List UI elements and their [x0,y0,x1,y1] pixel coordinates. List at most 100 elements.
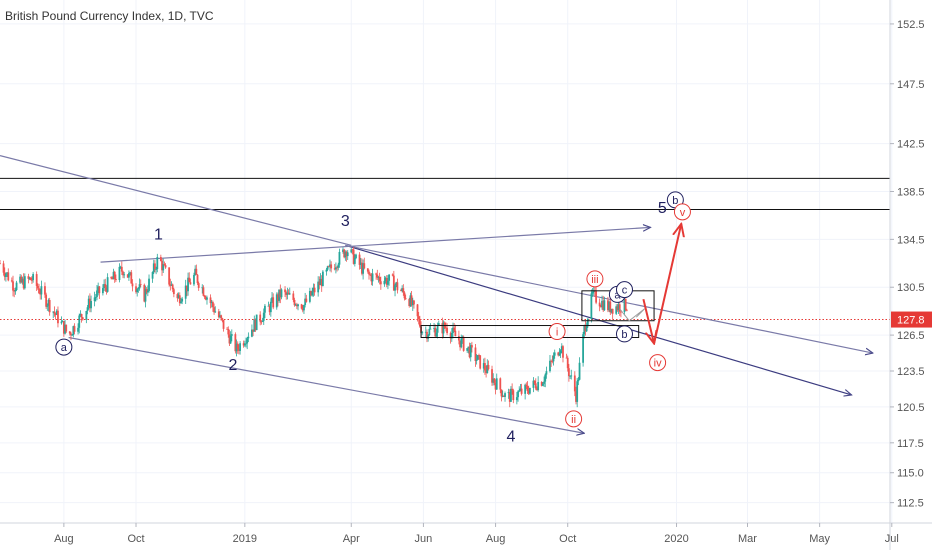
candle-body [81,317,84,320]
candle-body [80,314,83,318]
candle-body [320,278,323,287]
candle-body [60,321,63,324]
candle-body [19,276,22,283]
candle-body [288,293,291,295]
candle-body [122,271,124,276]
red-label-ring [649,354,667,372]
candle-body [68,331,71,334]
forecast-path[interactable] [619,308,645,322]
trendline[interactable] [100,227,651,263]
candle-body [39,293,42,295]
wave-label-4: 4 [506,429,515,446]
candle-body [450,333,453,339]
candle-body [300,304,303,309]
candle-body [217,311,220,318]
candle-body [625,309,628,311]
projection-down-arrow[interactable] [642,298,654,343]
candle-body [467,346,470,349]
candle-body [177,295,180,299]
candle-body [213,307,215,313]
candle-body [220,315,223,319]
candle-body [570,375,573,377]
candle-body [101,288,104,294]
candle-body [333,268,336,270]
candle-body [468,346,471,358]
x-tick-label: Mar [738,533,757,545]
candle-body [549,360,551,372]
candle-body [433,328,435,329]
candle-body [502,396,505,397]
candle-body [294,304,297,306]
candle-body [603,300,606,311]
wave-label-2: 2 [229,357,238,374]
last-price-badge [891,311,932,328]
projection-paths[interactable] [619,224,682,344]
candle-body [384,277,387,281]
candle-body [326,266,329,270]
candle-body [155,269,158,270]
candle-body [62,321,65,334]
candle-body [577,379,580,382]
candle-body [40,286,43,295]
candle-body [518,390,521,392]
candle-body [495,378,498,390]
candle-body [346,252,349,257]
candle-body [7,272,10,281]
candle-body [617,304,620,311]
candle-body [385,277,388,285]
x-tick-label: May [809,533,830,545]
trendlines[interactable] [0,155,873,434]
range-box[interactable] [420,325,640,338]
candle-body [311,291,314,296]
trendline[interactable] [345,244,873,353]
candle-body [400,290,402,292]
candle-body [550,360,553,362]
candle-body [79,314,82,316]
horizontal-levels[interactable] [0,177,890,321]
candle-body [500,389,503,397]
candle-body [553,352,556,356]
candle-body [196,274,199,284]
last-price-label: 127.8 [897,315,925,327]
candle-body [334,267,337,270]
candle-body [608,301,611,311]
candle-body [73,326,76,332]
candle-body [428,328,431,336]
candle-body [370,274,373,282]
trendline[interactable] [0,155,352,246]
candle-body [436,325,439,333]
trendline[interactable] [68,336,585,433]
x-tick-label: 2020 [664,533,688,545]
candle-body [441,323,444,334]
candle-body [401,288,404,291]
candle-body [187,277,189,292]
candle-body [254,319,257,331]
y-tick-label: 134.5 [897,234,925,246]
candle-body [375,273,378,275]
candle-body [403,292,406,299]
candle-body [243,343,246,346]
candle-body [255,314,258,331]
candle-body [145,289,148,293]
projection-up-arrow[interactable] [653,224,681,344]
trendline[interactable] [345,244,851,395]
candle-body [242,343,245,346]
candle-body [527,391,530,394]
candle-body [479,355,482,369]
candle-body [537,382,540,391]
candle-body [292,293,295,300]
candle-body [118,266,121,281]
candle-body [493,378,496,383]
candle-body [230,334,233,336]
candle-body [512,390,515,401]
red-label-v: v [680,207,686,219]
red-label-ring [548,323,566,341]
candle-body [105,287,108,292]
candle-body [103,284,105,289]
candle-body [442,322,445,334]
candle-body [345,251,348,257]
candle-body [15,282,18,291]
candle-body [297,304,299,307]
candle-body [337,264,340,268]
